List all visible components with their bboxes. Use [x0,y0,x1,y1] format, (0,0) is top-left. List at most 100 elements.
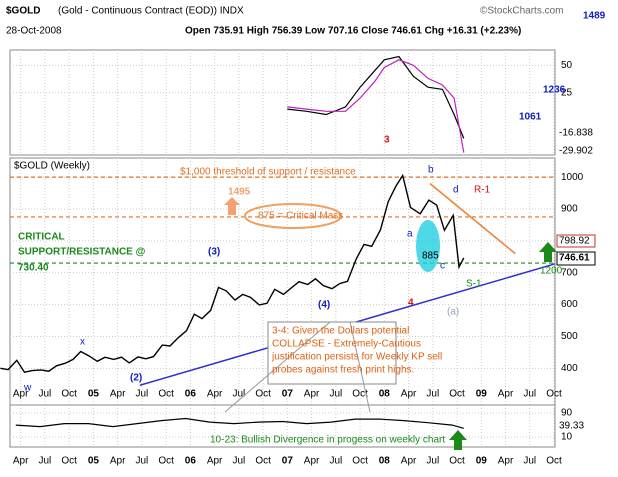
source: ©StockCharts.com [480,6,564,17]
annotation: x [80,337,85,348]
x-tick-label: Jul [232,456,245,467]
x-tick-label: Oct [449,456,465,467]
annotation: SUPPORT/RESISTANCE @ [18,247,146,258]
x-tick-label: Apr [207,456,223,467]
x-tick-label: 05 [88,389,100,400]
highlight [416,220,440,272]
x-tick-label: Jul [426,389,439,400]
y-tick-label: 90 [561,408,573,419]
annotation: b [428,165,434,176]
annotation: 885 [422,251,439,262]
x-tick-label: Jul [232,389,245,400]
y-tick-label: 600 [561,299,578,310]
arrow [449,430,467,450]
arrow [224,197,240,215]
annotation: R-1 [474,185,491,196]
chart-title: $GOLD [6,6,40,17]
x-tick-label: 08 [379,456,391,467]
annotation: CRITICAL [18,232,65,243]
x-tick-label: Jul [135,389,148,400]
annotation: a [407,229,413,240]
annotation: S-1 [466,279,482,290]
value-box [556,251,596,266]
annotation: 1200 [540,266,563,277]
annotation: 10-23: Bullish Divergence in progess on … [210,435,445,446]
quote: Open 735.91 High 756.39 Low 707.16 Close… [185,26,521,37]
x-tick-label: 06 [185,389,197,400]
annotation: (a) [447,307,459,318]
annotation: -16.838 [559,128,593,139]
annotation: 1061 [519,112,542,123]
x-tick-label: Oct [158,456,174,467]
chart-subtitle: (Gold - Continuous Contract (EOD)) INDX [58,6,244,17]
x-tick-label: 06 [185,456,197,467]
x-tick-label: Oct [255,389,271,400]
x-tick-label: Oct [61,389,77,400]
x-tick-label: Apr [110,456,126,467]
annotation: $GOLD (Weekly) [14,161,90,172]
x-tick-label: Oct [61,456,77,467]
annotation: 730.40 [18,263,49,274]
annotation: c [440,261,445,272]
oval [244,203,342,229]
x-tick-label: Oct [449,389,465,400]
x-tick-label: Apr [401,389,417,400]
annotation: 1236 [543,85,566,96]
annotation: w [23,383,32,394]
y-tick-label: 700 [561,267,578,278]
x-tick-label: Apr [304,389,320,400]
note-line: probes against fresh print highs. [272,365,414,376]
x-tick-label: 05 [88,456,100,467]
x-tick-label: Jul [426,456,439,467]
data-line [287,55,465,139]
x-tick-label: 08 [379,389,391,400]
x-tick-label: Oct [255,456,271,467]
y-tick-label: 500 [561,331,578,342]
y-tick-label: 900 [561,204,578,215]
x-tick-label: Apr [207,389,223,400]
value-box [556,234,596,248]
x-tick-label: Jul [523,456,536,467]
annotation: 875 = Critical Mass [258,211,343,222]
annotation: $1,000 threshold of support / resistance [180,167,356,178]
x-tick-label: Jul [135,456,148,467]
x-tick-label: Apr [304,456,320,467]
y-tick-label: 1000 [561,172,584,183]
annotation: 798.92 [559,236,590,247]
annotation: 4 [408,298,414,309]
x-tick-label: 07 [282,389,294,400]
pointer [349,321,371,413]
annotation: (4) [318,300,330,311]
note-line: COLLAPSE - Extremely-Cautious [272,339,421,350]
x-tick-label: Apr [498,456,514,467]
annotation: (3) [208,247,220,258]
x-tick-label: Jul [39,389,52,400]
x-tick-label: Jul [39,456,52,467]
data-line [287,59,465,153]
pointer [224,321,331,413]
x-tick-label: 07 [282,456,294,467]
x-tick-label: Jul [523,389,536,400]
x-tick-label: Oct [352,456,368,467]
y-tick-label: 10 [561,432,573,443]
trend-line [429,182,516,255]
x-tick-label: Apr [401,456,417,467]
annotation: 3 [384,135,390,146]
x-tick-label: Apr [110,389,126,400]
x-tick-label: Oct [546,456,562,467]
x-tick-label: Jul [329,456,342,467]
x-tick-label: Oct [352,389,368,400]
annotation: 39.33 [559,421,584,432]
note-box [267,321,397,385]
x-tick-label: Apr [13,389,29,400]
data-line [15,417,464,429]
x-tick-label: Apr [13,456,29,467]
x-tick-label: Apr [498,389,514,400]
date: 28-Oct-2008 [6,26,62,37]
x-tick-label: Jul [329,389,342,400]
panel [9,404,556,448]
x-tick-label: Oct [158,389,174,400]
annotation: 746.61 [559,253,590,264]
y-tick-label: 25 [561,87,573,98]
